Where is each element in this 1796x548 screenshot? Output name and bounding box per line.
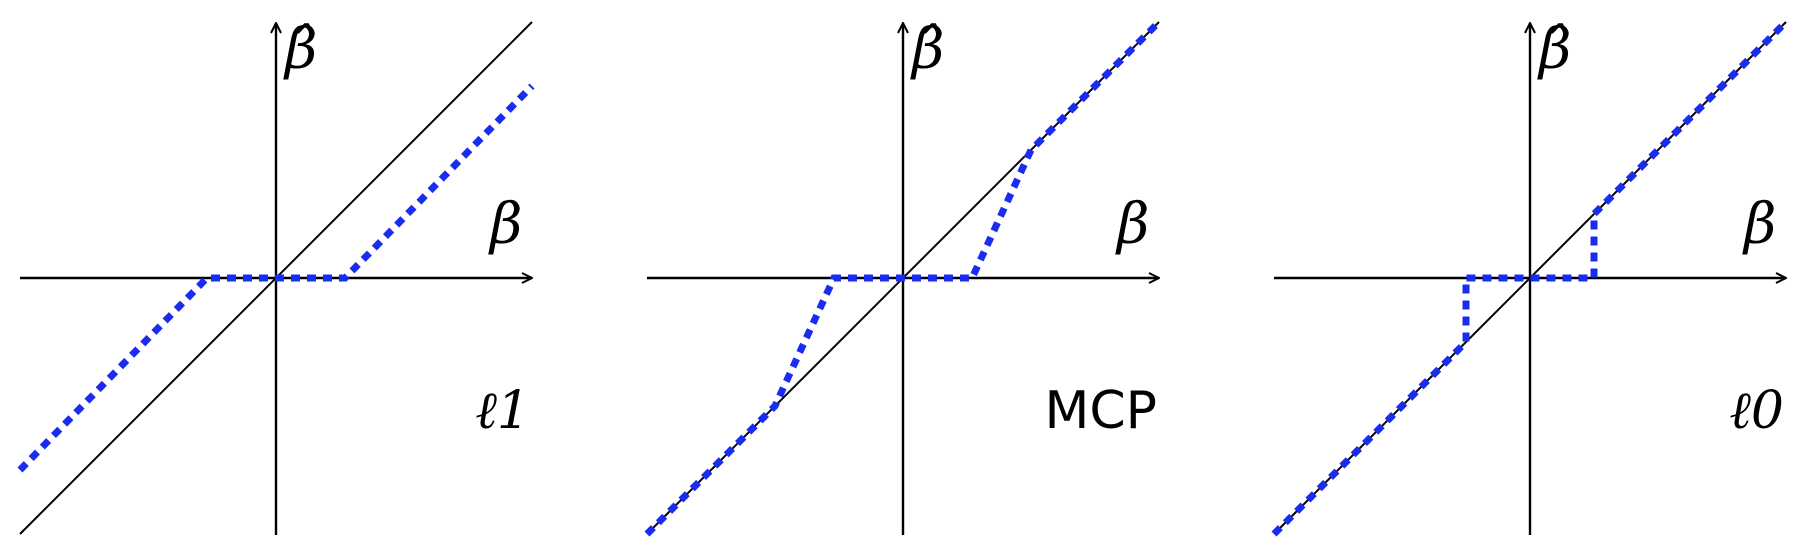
threshold-curve — [644, 19, 1162, 537]
x-axis-label: β — [1115, 192, 1149, 257]
threshold-curve — [1271, 19, 1789, 537]
penalty-label: MCP — [1044, 381, 1157, 441]
penalty-label: ℓ1 — [475, 381, 530, 441]
panel-l1: β̂ β ℓ1 — [17, 17, 535, 535]
y-axis-label: β̂ — [1537, 17, 1571, 82]
y-axis-label: β̂ — [283, 17, 317, 82]
penalty-label: ℓ0 — [1729, 381, 1784, 441]
x-axis-label: β — [1742, 192, 1776, 257]
x-axis-label: β — [488, 192, 522, 257]
panel-l0: β̂ β ℓ0 — [1271, 17, 1789, 537]
threshold-curve — [17, 83, 535, 473]
y-axis-label: β̂ — [910, 17, 944, 82]
panel-mcp: β̂ β MCP — [644, 17, 1162, 537]
